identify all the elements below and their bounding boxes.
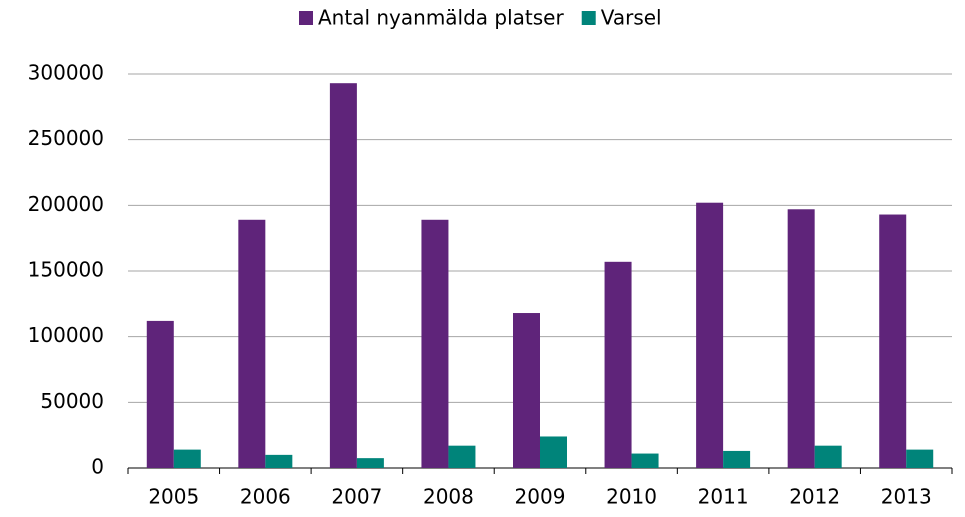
y-tick-label: 0 xyxy=(91,455,104,479)
bar xyxy=(906,449,934,468)
bar xyxy=(540,436,567,468)
y-tick-label: 100000 xyxy=(28,323,104,347)
x-tick-label: 2007 xyxy=(331,485,382,509)
bar xyxy=(238,219,266,468)
bar xyxy=(814,445,842,468)
bar xyxy=(513,313,540,468)
legend-label: Varsel xyxy=(601,6,662,30)
x-tick-label: 2009 xyxy=(515,485,566,509)
x-tick-label: 2005 xyxy=(148,485,199,509)
x-tick-label: 2010 xyxy=(606,485,657,509)
y-tick-label: 300000 xyxy=(28,61,104,85)
x-tick-label: 2012 xyxy=(789,485,840,509)
x-tick-label: 2013 xyxy=(881,485,932,509)
bar xyxy=(879,214,907,468)
bar xyxy=(329,83,357,469)
bar xyxy=(787,209,815,469)
bar xyxy=(356,458,384,468)
bar xyxy=(146,320,174,468)
bar xyxy=(631,453,659,468)
legend-swatch xyxy=(581,11,596,25)
y-tick-label: 200000 xyxy=(28,192,104,216)
y-tick-label: 250000 xyxy=(28,126,104,150)
bar xyxy=(604,261,632,468)
y-tick-label: 150000 xyxy=(28,258,104,282)
bar xyxy=(448,445,476,468)
legend-label: Antal nyanmälda platser xyxy=(318,6,564,30)
x-tick-label: 2006 xyxy=(240,485,291,509)
bar xyxy=(173,449,201,468)
x-tick-label: 2008 xyxy=(423,485,474,509)
bar xyxy=(723,450,751,468)
y-tick-label: 50000 xyxy=(40,389,104,413)
bar xyxy=(265,454,293,468)
bar xyxy=(421,219,449,468)
x-tick-label: 2011 xyxy=(698,485,749,509)
legend-swatch xyxy=(299,11,313,25)
bar xyxy=(696,202,724,468)
